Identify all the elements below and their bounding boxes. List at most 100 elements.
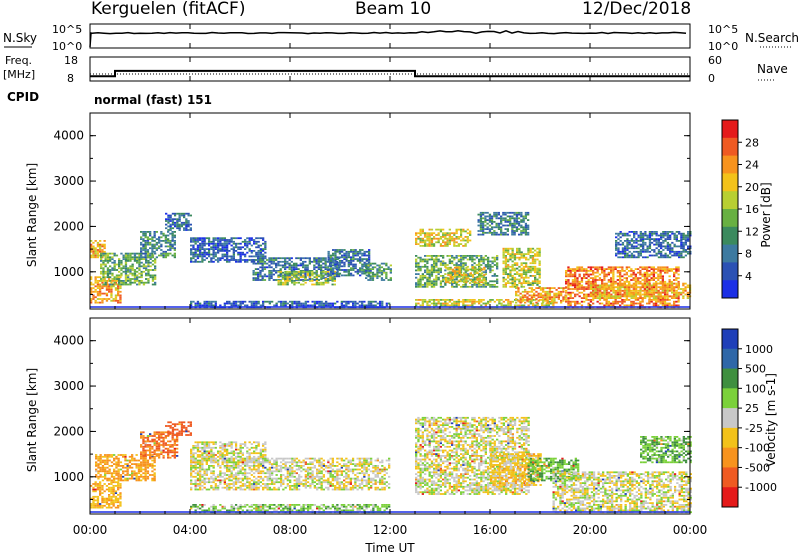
power-cell	[228, 241, 230, 243]
power-cell	[581, 286, 583, 288]
power-cell	[606, 303, 608, 305]
power-cell	[579, 275, 581, 277]
power-cell	[440, 271, 442, 273]
power-cell	[119, 287, 121, 289]
power-cell	[142, 233, 144, 235]
power-cell	[264, 275, 266, 277]
power-cell	[678, 301, 680, 303]
power-cell	[280, 280, 282, 282]
power-cell	[376, 265, 378, 267]
power-cell	[278, 282, 280, 284]
power-cell	[129, 284, 131, 286]
power-cell	[678, 240, 680, 242]
power-cell	[108, 289, 110, 291]
power-cell	[433, 270, 435, 272]
power-cell	[549, 291, 551, 293]
power-cell	[374, 275, 376, 277]
power-cell	[255, 243, 257, 245]
power-cell	[619, 274, 621, 276]
power-cell	[188, 222, 190, 224]
power-cell	[302, 261, 304, 263]
power-cell	[683, 242, 685, 244]
power-cell	[483, 280, 485, 282]
power-cell	[300, 271, 302, 273]
power-cell	[120, 282, 122, 284]
power-cell	[259, 279, 261, 281]
power-cell	[284, 280, 286, 282]
power-cell	[357, 269, 359, 271]
power-cell	[460, 259, 462, 261]
power-cell	[606, 285, 608, 287]
power-cell	[99, 298, 101, 300]
power-cell	[615, 249, 617, 251]
power-cell	[671, 285, 673, 287]
power-cell	[685, 249, 687, 251]
power-cell	[687, 295, 689, 297]
velocity-cell	[119, 503, 121, 505]
power-cell	[534, 280, 536, 282]
power-cell	[487, 257, 489, 259]
power-cell	[343, 258, 345, 260]
power-cell	[316, 263, 318, 265]
power-cell	[527, 271, 529, 273]
power-colorbar-tick: 28	[745, 136, 759, 149]
power-cell	[100, 278, 102, 280]
power-cell	[433, 264, 435, 266]
power-cell	[505, 266, 507, 268]
power-cell	[424, 282, 426, 284]
power-cell	[658, 242, 660, 244]
power-cell	[224, 239, 226, 241]
freq-left-tick-bottom: 8	[67, 72, 74, 85]
power-cell	[138, 282, 140, 284]
power-cell	[348, 301, 350, 303]
power-cell	[567, 301, 569, 303]
power-cell	[367, 270, 369, 272]
power-cell	[590, 270, 592, 272]
power-cell	[653, 283, 655, 285]
power-cell	[275, 279, 277, 281]
velocity-cell	[106, 498, 108, 500]
power-cell	[269, 303, 271, 305]
power-cell	[429, 280, 431, 282]
power-cell	[638, 235, 640, 237]
power-cell	[429, 284, 431, 286]
power-cell	[487, 262, 489, 264]
power-cell	[213, 301, 215, 303]
power-cell	[215, 239, 217, 241]
power-cell	[667, 283, 669, 285]
power-cell	[667, 255, 669, 257]
power-cell	[415, 259, 417, 261]
power-cell	[660, 295, 662, 297]
power-cell	[442, 262, 444, 264]
power-cell	[316, 276, 318, 278]
power-cell	[240, 246, 242, 248]
power-cell	[361, 305, 363, 307]
power-cell	[291, 261, 293, 263]
power-cell	[244, 256, 246, 258]
power-cell	[332, 260, 334, 262]
power-cell	[456, 303, 458, 305]
power-cell	[183, 216, 185, 218]
power-cell	[558, 291, 560, 293]
power-cell	[192, 241, 194, 243]
power-cell	[635, 274, 637, 276]
power-cell	[152, 276, 154, 278]
power-cell	[111, 267, 113, 269]
power-cell	[459, 272, 461, 274]
power-cell	[142, 249, 144, 251]
power-cell	[675, 277, 677, 279]
power-cell	[322, 263, 324, 265]
power-cell	[592, 286, 594, 288]
power-cell	[188, 224, 190, 226]
power-cell	[136, 280, 138, 282]
power-cell	[343, 301, 345, 303]
power-cell	[683, 246, 685, 248]
power-cell	[429, 271, 431, 273]
power-cell	[516, 279, 518, 281]
power-cell	[259, 266, 261, 268]
power-cell	[678, 277, 680, 279]
power-cell	[484, 216, 486, 218]
power-cell	[496, 217, 498, 219]
power-cell	[226, 256, 228, 258]
power-cell	[320, 261, 322, 263]
